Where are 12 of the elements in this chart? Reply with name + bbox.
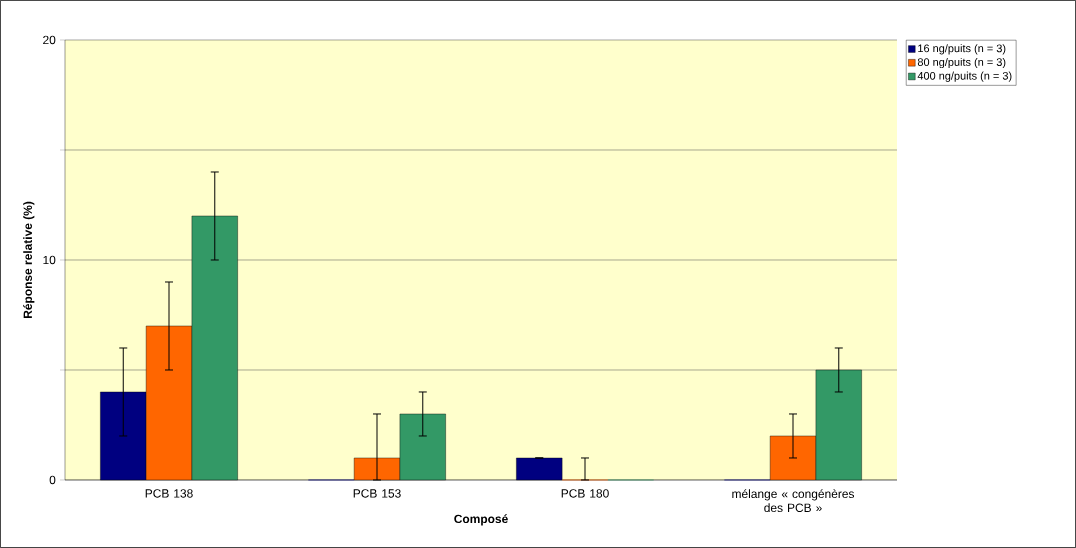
x-tick-label: mélange « congénères des PCB »: [732, 489, 855, 513]
legend-label: 80 ng/puits (n = 3): [917, 57, 1006, 69]
legend-label: 16 ng/puits (n = 3): [918, 44, 1006, 55]
y-axis-title: Réponse relative (%): [23, 201, 35, 318]
x-tick-label: PCB 153: [353, 489, 401, 498]
y-tick-label: 10: [43, 255, 56, 265]
x-tick-label: PCB 180: [561, 489, 609, 498]
y-tick-label: 20: [43, 35, 56, 45]
y-tick-label: 0: [49, 475, 56, 485]
x-tick-label: PCB 138: [145, 489, 193, 498]
x-axis-title: Composé: [454, 514, 508, 526]
legend-label: 400 ng/puits (n = 3): [917, 71, 1012, 82]
